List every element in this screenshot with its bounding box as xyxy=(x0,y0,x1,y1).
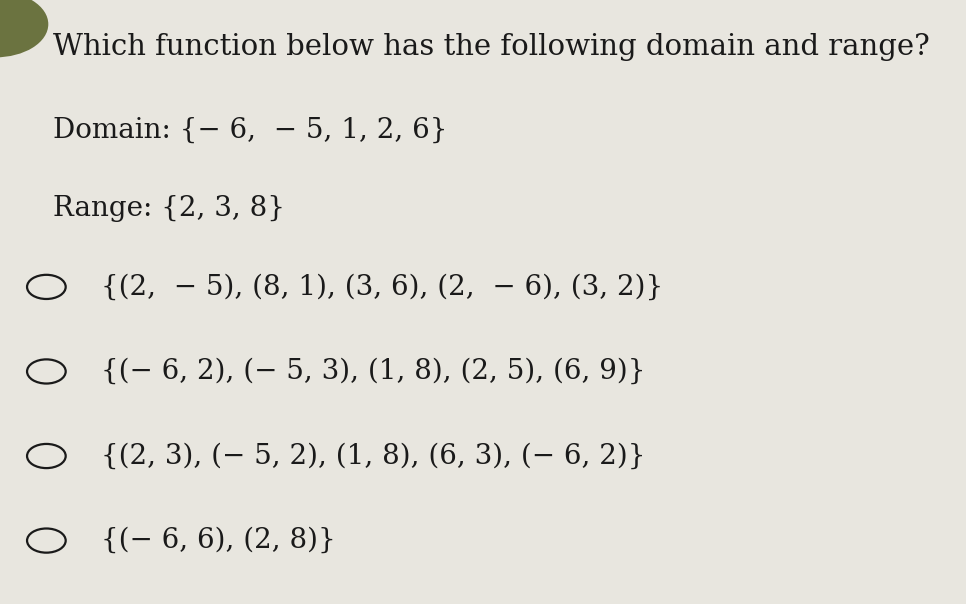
Text: {(− 6, 6), (2, 8)}: {(− 6, 6), (2, 8)} xyxy=(101,527,336,554)
Text: Which function below has the following domain and range?: Which function below has the following d… xyxy=(53,33,930,61)
Text: {(2,  − 5), (8, 1), (3, 6), (2,  − 6), (3, 2)}: {(2, − 5), (8, 1), (3, 6), (2, − 6), (3,… xyxy=(101,274,664,300)
Text: Range: {2, 3, 8}: Range: {2, 3, 8} xyxy=(53,195,285,222)
Text: {(− 6, 2), (− 5, 3), (1, 8), (2, 5), (6, 9)}: {(− 6, 2), (− 5, 3), (1, 8), (2, 5), (6,… xyxy=(101,358,646,385)
Text: Domain: {− 6,  − 5, 1, 2, 6}: Domain: {− 6, − 5, 1, 2, 6} xyxy=(53,117,447,143)
Circle shape xyxy=(0,0,48,57)
Text: {(2, 3), (− 5, 2), (1, 8), (6, 3), (− 6, 2)}: {(2, 3), (− 5, 2), (1, 8), (6, 3), (− 6,… xyxy=(101,443,646,469)
